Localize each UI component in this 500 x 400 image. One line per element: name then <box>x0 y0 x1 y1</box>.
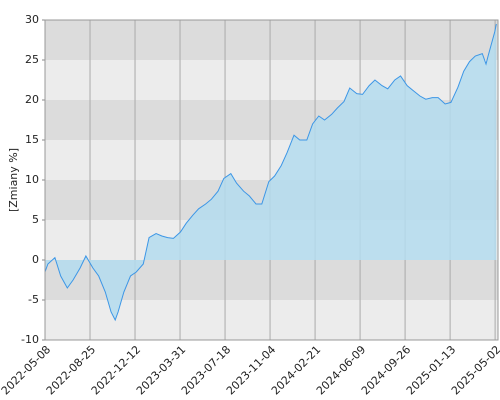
background-band <box>45 20 498 60</box>
plot-border <box>44 19 499 341</box>
background-band <box>45 60 498 100</box>
y-tick-label: -5 <box>28 293 39 306</box>
y-tick-label: 10 <box>25 173 39 186</box>
background-band <box>45 300 498 340</box>
y-tick-label: 15 <box>25 133 39 146</box>
line <box>44 23 497 322</box>
y-tick-label: 0 <box>32 253 39 266</box>
y-tick-label: 30 <box>25 13 39 26</box>
y-tick-label: 20 <box>25 93 39 106</box>
y-tick-label: -10 <box>21 333 39 346</box>
y-axis-label: [Zmiany %] <box>7 148 20 212</box>
y-tick-label: 5 <box>32 213 39 226</box>
area <box>45 24 497 320</box>
y-tick-label: 25 <box>25 53 39 66</box>
